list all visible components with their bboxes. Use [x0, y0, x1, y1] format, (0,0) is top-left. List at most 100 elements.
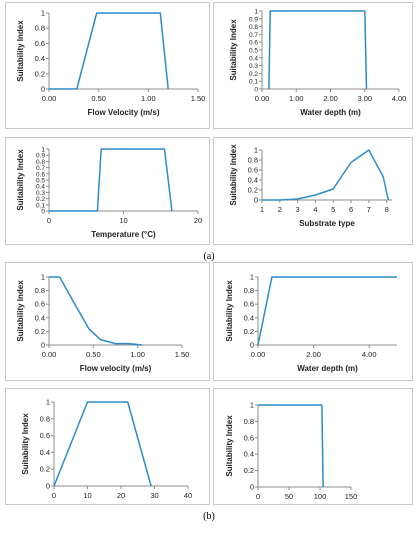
chart-panel-a3: 0 0.1 0.2 0.3 0.4 0.5 0.6 0.7 0.8 0.9 1 0 10 20 Temper…	[5, 137, 210, 245]
chart-svg: 00.20.40.60.81050100150Substrates size (…	[225, 401, 358, 502]
x-axis-title: Water depth (m)	[300, 108, 361, 117]
y-tick-label: 0.6	[248, 166, 258, 175]
y-tick-label: 1	[41, 147, 45, 154]
x-tick-label: 1.00	[289, 94, 304, 103]
x-tick-label: 2.00	[323, 94, 338, 103]
x-tick-label: 2.00	[306, 350, 321, 359]
suitability-curve	[53, 401, 152, 487]
y-tick-label: 0.2	[248, 186, 258, 195]
chart-svg: 0 0.2 0.4 0.6 0.8 1 0.00 0.50 1.00 1.50 Flow veloc…	[16, 273, 190, 374]
x-tick-label: 6	[349, 205, 353, 214]
y-tick-label: 1	[250, 273, 254, 282]
x-tick-label: 0.50	[91, 94, 106, 103]
x-tick-label: 0	[52, 491, 56, 500]
caption-a: (a)	[203, 251, 215, 262]
x-tick-label: 4	[313, 205, 317, 214]
y-tick-label: 0.1	[249, 79, 258, 86]
y-tick-label: 1	[46, 398, 50, 407]
x-axis-title: Water depth (m)	[297, 364, 358, 373]
y-tick-label: 1	[254, 9, 258, 16]
y-axis-title: Suitability Index	[16, 280, 25, 342]
y-tick-label: 0.4	[244, 313, 254, 322]
x-axis-title: Flow velocity (m/s)	[80, 364, 152, 373]
y-tick-label: 0.9	[36, 153, 45, 160]
y-tick-label: 0.2	[35, 69, 45, 78]
x-tick-label: 1.50	[191, 94, 206, 103]
x-tick-label: 4.00	[362, 350, 377, 359]
y-tick-label: 0.8	[249, 24, 258, 31]
chart-panel-b1: 0 0.2 0.4 0.6 0.8 1 0.00 0.50 1.00 1.50 Flow veloc…	[5, 262, 210, 381]
y-tick-label: 0	[254, 87, 258, 94]
chart-panel-b3: 00.20.40.60.81010203040Temperature (°C)S…	[5, 388, 210, 505]
y-tick-label: 0.8	[35, 286, 45, 295]
y-axis-title: Suitability Index	[21, 413, 30, 475]
x-tick-label: 1	[260, 205, 264, 214]
y-tick-label: 0.8	[248, 156, 258, 165]
x-tick-label: 10	[119, 216, 127, 225]
y-tick-label: 0.6	[35, 39, 45, 48]
y-tick-label: 0.7	[36, 165, 45, 172]
x-tick-label: 1.00	[130, 350, 145, 359]
y-tick-label: 0	[41, 209, 45, 216]
x-tick-label: 0	[47, 216, 51, 225]
y-tick-label: 0.6	[244, 433, 254, 442]
suitability-curve	[49, 148, 173, 212]
chart-svg: 00.10.20.30.40.50.60.70.80.91 0.00 1.00 2.0…	[229, 9, 407, 118]
chart-svg: 0 0.2 0.4 0.6 0.8 1 0.00 0.50 1.00 1.50 Flow Veloc…	[16, 9, 206, 118]
chart-panel-b2: 0 0.2 0.4 0.6 0.8 1 0.00 2.00 4.00 Water depth (m…	[213, 262, 413, 381]
x-tick-label: 0	[256, 492, 260, 501]
y-tick-label: 0.4	[35, 313, 45, 322]
suitability-curve	[49, 12, 169, 90]
x-tick-label: 2	[278, 205, 282, 214]
x-tick-label: 8	[385, 205, 389, 214]
caption-b: (b)	[203, 511, 215, 522]
x-tick-label: 3.00	[357, 94, 372, 103]
chart-svg: 00.20.40.60.81010203040Temperature (°C)S…	[21, 398, 192, 501]
suitability-curve	[258, 404, 324, 488]
y-axis-title: Suitability Index	[16, 20, 25, 82]
chart-svg: 0 0.2 0.4 0.6 0.8 1 0.00 2.00 4.00 Water depth (m…	[225, 273, 397, 373]
y-tick-label: 0	[250, 341, 254, 350]
y-axis-title: Suitability Index	[225, 280, 234, 342]
y-tick-label: 0.6	[35, 300, 45, 309]
chart-svg: 00.10.20.30.40.50.60.70.80.910 10 20Temper…	[16, 147, 202, 240]
x-tick-label: 4.00	[392, 94, 407, 103]
y-axis-title: Suitability Index	[16, 149, 25, 211]
y-tick-label: 0	[254, 196, 258, 205]
y-tick-label: 0	[41, 341, 45, 350]
x-tick-label: 3	[296, 205, 300, 214]
y-axis-title: Suitability Index	[229, 144, 238, 206]
y-tick-label: 0.4	[40, 448, 50, 457]
x-tick-label: 10	[83, 491, 91, 500]
x-axis-title: Flow Velocity (m/s)	[87, 108, 159, 117]
y-tick-label: 0.8	[35, 24, 45, 33]
x-tick-label: 150	[345, 492, 358, 501]
y-tick-label: 0.8	[36, 159, 45, 166]
x-tick-label: 30	[150, 491, 158, 500]
suitability-curve	[49, 276, 143, 346]
y-tick-label: 0.8	[244, 286, 254, 295]
x-tick-label: 0.00	[42, 350, 57, 359]
x-tick-label: 0.00	[251, 350, 266, 359]
suitability-curve	[268, 10, 368, 90]
y-tick-label: 0.3	[249, 63, 258, 70]
y-tick-label: 0.9	[249, 16, 258, 23]
x-tick-label: 7	[367, 205, 371, 214]
x-tick-label: 0.50	[86, 350, 101, 359]
y-tick-label: 0.2	[244, 466, 254, 475]
x-tick-label: 0.00	[255, 94, 270, 103]
x-tick-label: 50	[285, 492, 293, 501]
y-tick-label: 0.2	[244, 327, 254, 336]
x-tick-label: 1.50	[175, 350, 190, 359]
y-tick-label: 1	[254, 146, 258, 155]
x-axis-title: Temperature (°C)	[91, 230, 156, 239]
y-tick-label: 0.4	[36, 184, 45, 191]
y-tick-label: 0.8	[40, 414, 50, 423]
y-tick-label: 0.5	[36, 178, 45, 185]
y-tick-label: 0.6	[249, 40, 258, 47]
chart-panel-b4: 00.20.40.60.81050100150Substrates size (…	[213, 388, 413, 505]
y-tick-label: 0.4	[249, 55, 258, 62]
y-tick-label: 0.6	[40, 431, 50, 440]
y-tick-label: 0.5	[249, 48, 258, 55]
